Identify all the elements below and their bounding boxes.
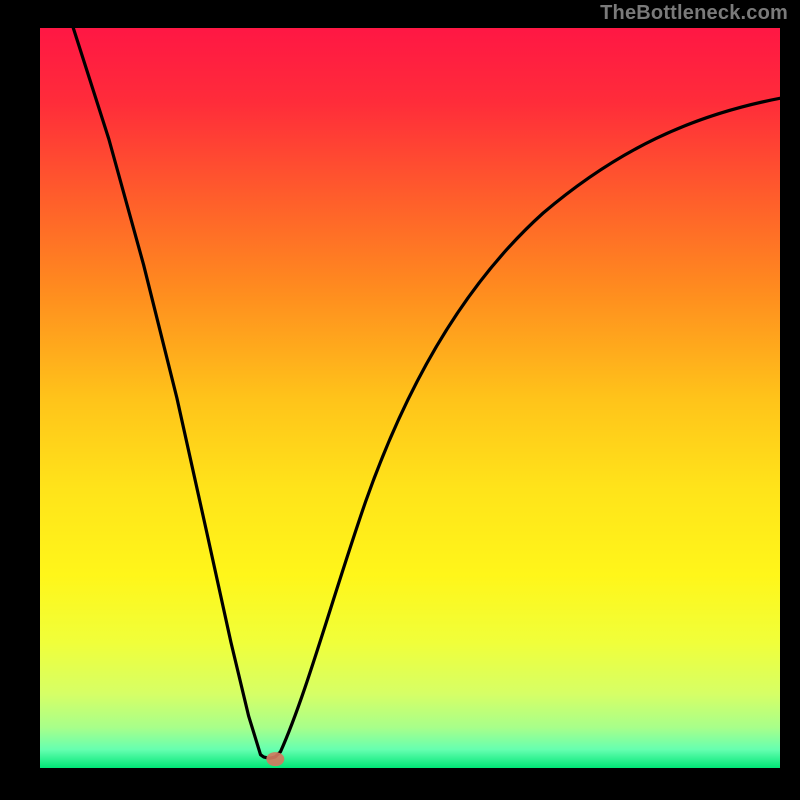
watermark-text: TheBottleneck.com [600, 2, 788, 25]
optimal-point-marker [266, 752, 284, 766]
chart-frame: TheBottleneck.com [0, 0, 800, 800]
bottleneck-chart [0, 0, 800, 800]
